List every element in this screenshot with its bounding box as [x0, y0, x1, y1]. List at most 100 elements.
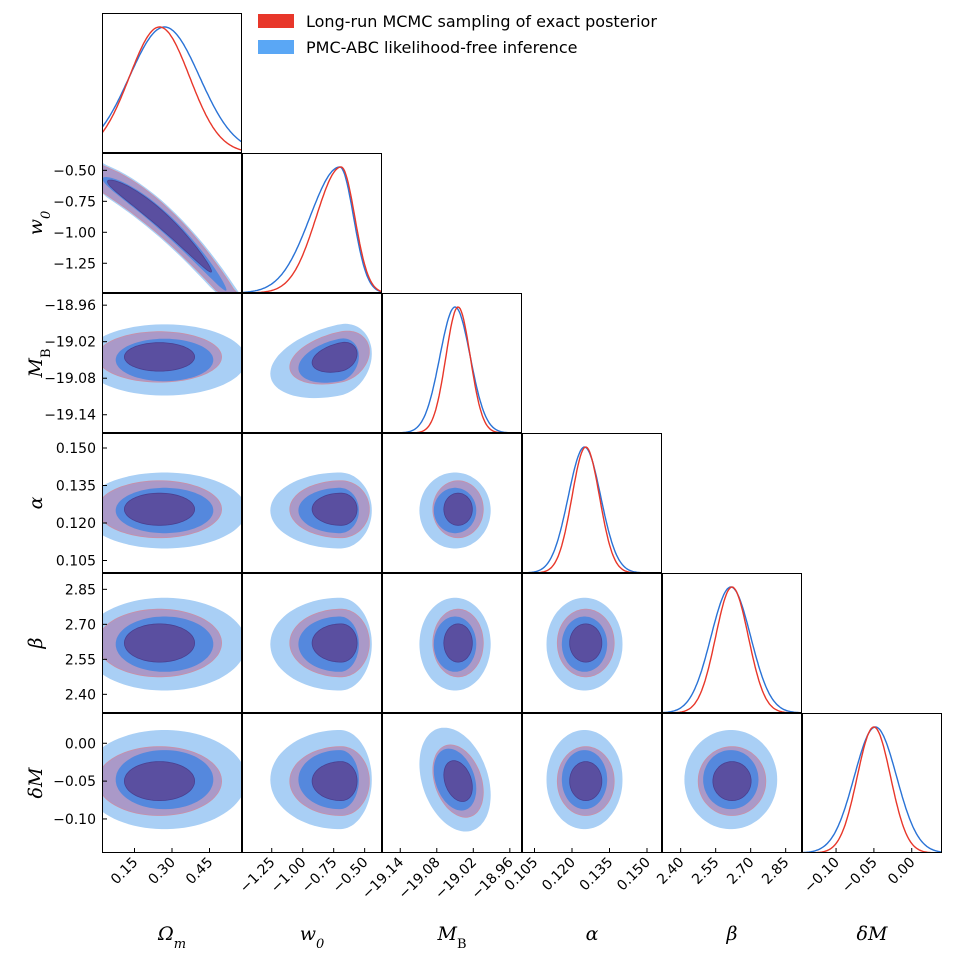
panel-w0-omega_m: −1.25 −1.00 −0.75 −0.50 — [53, 153, 242, 293]
marginal-mcmc-M_B — [382, 306, 522, 433]
x-tick-label: −0.05 — [839, 855, 881, 897]
panel-beta-w0 — [242, 573, 382, 713]
y-tick-label: 0.120 — [56, 516, 96, 532]
panel-frame — [382, 433, 522, 573]
panel-frame — [242, 293, 382, 433]
x-tick-label: 2.85 — [759, 855, 792, 888]
y-tick-label: −0.10 — [53, 812, 96, 828]
y-tick-label: −19.14 — [44, 408, 96, 424]
x-tick-label: 0.135 — [577, 855, 617, 895]
contour-mcmc-68 — [123, 342, 196, 372]
x-tick-label: 0.120 — [539, 855, 579, 895]
x-tick-label: 2.70 — [724, 855, 757, 888]
panel-alpha-w0 — [242, 433, 382, 573]
marginal-mcmc-beta — [662, 586, 802, 713]
contour-mcmc-68 — [443, 760, 473, 802]
legend-swatch — [258, 14, 294, 28]
panel-beta-M_B — [382, 573, 522, 713]
y-tick-label: 2.55 — [65, 652, 96, 668]
panel-delta_M-delta_M: −0.10−0.05 0.00 — [801, 713, 942, 897]
marginal-abc-omega_m — [102, 26, 242, 143]
marginal-abc-delta_M — [802, 726, 942, 853]
contour-mcmc-68 — [311, 761, 358, 801]
marginal-mcmc-delta_M — [802, 726, 942, 853]
x-tick-label: 0.30 — [145, 855, 178, 888]
x-axis-label-alpha: α — [586, 923, 599, 945]
panel-alpha-M_B — [382, 433, 522, 573]
legend-swatch — [258, 40, 294, 54]
panel-frame — [242, 573, 382, 713]
y-axis-label-beta: β — [25, 637, 47, 649]
panel-w0-w0 — [242, 153, 382, 293]
panel-frame — [522, 573, 662, 713]
y-tick-label: −0.50 — [53, 163, 96, 179]
x-tick-label: 2.55 — [689, 855, 722, 888]
panel-frame — [662, 573, 802, 713]
panel-M_B-w0 — [242, 293, 382, 433]
panel-frame — [802, 713, 942, 853]
x-tick-label: 0.150 — [614, 855, 654, 895]
x-tick-label: 0.45 — [183, 855, 216, 888]
panel-frame — [242, 713, 382, 853]
panel-delta_M-beta: 2.40 2.55 2.70 2.85 — [654, 713, 802, 888]
contour-mcmc-68 — [712, 761, 752, 801]
contour-mcmc-68 — [311, 341, 358, 373]
y-tick-label: 0.00 — [65, 736, 96, 752]
marginal-mcmc-w0 — [242, 166, 382, 293]
panel-delta_M-omega_m: −0.10 −0.05 0.00 0.15 0.30 0.45 — [53, 713, 242, 888]
y-tick-label: 2.70 — [65, 617, 96, 633]
panel-beta-alpha — [522, 573, 662, 713]
y-tick-label: 2.85 — [65, 582, 96, 598]
x-axis-label-M_B: MB — [436, 923, 466, 952]
contour-mcmc-68 — [569, 623, 603, 663]
panel-frame — [242, 433, 382, 573]
marginal-abc-w0 — [242, 166, 382, 293]
panel-frame — [102, 13, 242, 153]
panel-beta-omega_m: 2.40 2.55 2.70 2.85 — [65, 573, 242, 713]
legend: Long-run MCMC sampling of exact posterio… — [258, 12, 657, 57]
marginal-abc-M_B — [382, 306, 522, 433]
panel-alpha-omega_m: 0.105 0.120 0.135 0.150 — [56, 433, 242, 573]
panel-frame — [102, 573, 242, 713]
contour-mcmc-68 — [123, 623, 196, 663]
legend-label: PMC-ABC likelihood-free inference — [306, 38, 577, 57]
panel-M_B-omega_m: −19.14 −19.08 −19.02 −18.96 — [44, 293, 242, 433]
contour-mcmc-68 — [123, 492, 196, 526]
y-tick-label: −18.96 — [44, 298, 96, 314]
contour-mcmc-68 — [569, 761, 603, 801]
panel-frame — [522, 713, 662, 853]
x-axis-label-w0: w0 — [300, 923, 325, 952]
x-tick-label: 0.15 — [108, 855, 141, 888]
panel-delta_M-w0: −1.25−1.00−0.75−0.50 — [237, 713, 382, 896]
y-tick-label: 0.150 — [56, 441, 96, 457]
panel-frame — [382, 573, 522, 713]
y-tick-label: 0.135 — [56, 479, 96, 495]
x-axis-label-delta_M: δM — [857, 923, 888, 945]
panel-frame — [382, 713, 522, 853]
contour-mcmc-68 — [443, 623, 473, 663]
panel-frame — [382, 293, 522, 433]
y-tick-label: −0.75 — [53, 194, 96, 210]
x-tick-label: 0.00 — [885, 855, 918, 888]
panel-omega_m-omega_m — [102, 13, 242, 153]
x-tick-label: 2.40 — [654, 855, 687, 888]
x-tick-label: −0.10 — [801, 855, 843, 897]
y-tick-label: −1.25 — [53, 256, 96, 272]
marginal-abc-alpha — [522, 446, 662, 573]
panel-delta_M-M_B: −19.14−19.08−19.02−18.96 — [359, 713, 522, 902]
contour-mcmc-68 — [107, 179, 212, 273]
contour-mcmc-68 — [123, 761, 196, 801]
y-tick-label: −19.02 — [44, 335, 96, 351]
panel-frame — [102, 293, 242, 433]
panel-frame — [102, 153, 242, 293]
x-axis-label-omega_m: Ωm — [157, 923, 186, 952]
y-tick-label: −0.05 — [53, 774, 96, 790]
marginal-mcmc-alpha — [522, 446, 662, 573]
y-tick-label: −19.08 — [44, 371, 96, 387]
marginal-abc-beta — [662, 586, 802, 713]
panel-frame — [522, 433, 662, 573]
x-axis-label-beta: β — [726, 923, 738, 945]
contour-mcmc-68 — [311, 623, 358, 663]
